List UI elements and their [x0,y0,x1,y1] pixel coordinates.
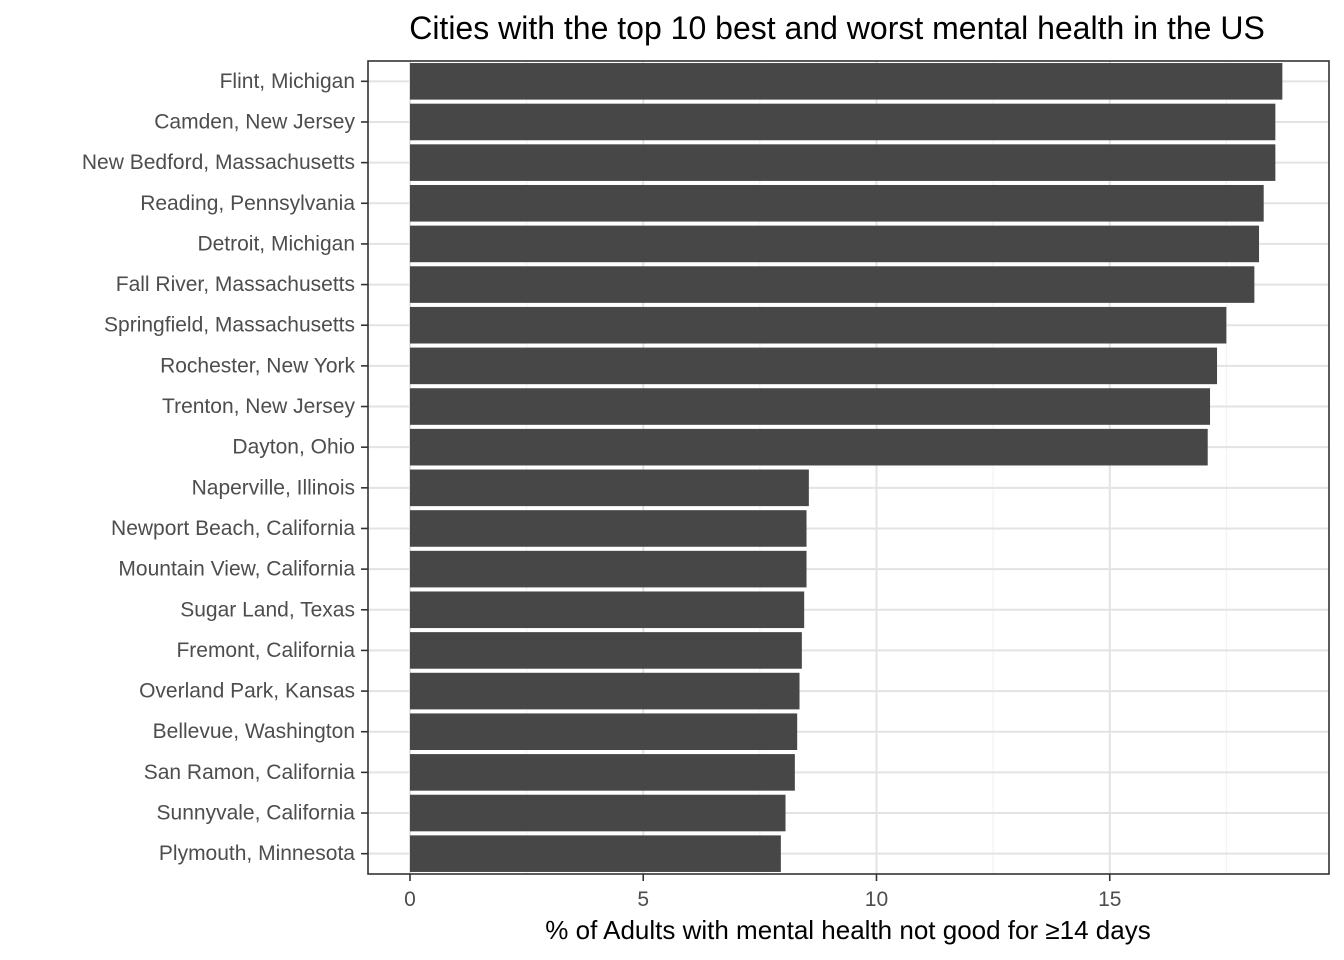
plot-border [367,60,1330,875]
bar [409,632,802,669]
bar [409,713,798,751]
bar [409,591,805,629]
chart-title: Cities with the top 10 best and worst me… [409,10,1265,46]
bar [409,225,1260,263]
y-tick-label: San Ramon, California [144,761,356,784]
y-tick-label: Fremont, California [176,639,355,662]
x-axis: 0 5 10 15 [404,874,1121,911]
bar [409,347,1218,385]
y-tick-label: Camden, New Jersey [154,110,355,133]
x-tick-label: 15 [1098,888,1121,911]
bar [409,550,807,588]
bar [409,63,1283,100]
bar [409,184,1264,222]
x-tick-label: 5 [637,888,649,911]
y-tick-label: Flint, Michigan [220,70,355,93]
x-tick-label: 10 [865,888,888,911]
y-tick-label: Sugar Land, Texas [180,598,355,621]
y-tick-label: Mountain View, California [118,558,355,581]
y-tick-label: Sunnyvale, California [157,802,356,825]
bar [409,794,786,832]
y-tick-label: Rochester, New York [160,354,355,377]
y-tick-label: Fall River, Massachusetts [116,273,355,296]
y-tick-label: Plymouth, Minnesota [159,842,355,865]
bar [409,754,795,791]
x-axis-title: % of Adults with mental health not good … [545,915,1150,945]
y-tick-label: Detroit, Michigan [197,232,355,255]
bar [409,266,1255,303]
bar [409,306,1227,344]
y-tick-label: Dayton, Ohio [232,436,355,459]
bar [409,428,1208,466]
y-axis: Flint, Michigan Camden, New Jersey New Bed… [82,70,368,865]
y-tick-label: Bellevue, Washington [153,720,355,743]
y-tick-label: Naperville, Illinois [192,476,355,499]
y-tick-label: Reading, Pennsylvania [140,192,355,215]
y-tick-label: Newport Beach, California [111,517,355,540]
bar [409,510,807,547]
bar [409,388,1211,425]
y-tick-label: New Bedford, Massachusetts [82,151,355,174]
bar [409,672,800,710]
y-tick-label: Springfield, Massachusetts [104,314,355,337]
bar [409,469,809,507]
x-tick-label: 0 [404,888,416,911]
bar [409,835,781,872]
bars [409,63,1283,872]
bar [409,103,1276,141]
plot-panel [368,61,1329,874]
y-tick-label: Overland Park, Kansas [139,680,355,703]
y-tick-label: Trenton, New Jersey [162,395,355,418]
bar [409,144,1276,181]
